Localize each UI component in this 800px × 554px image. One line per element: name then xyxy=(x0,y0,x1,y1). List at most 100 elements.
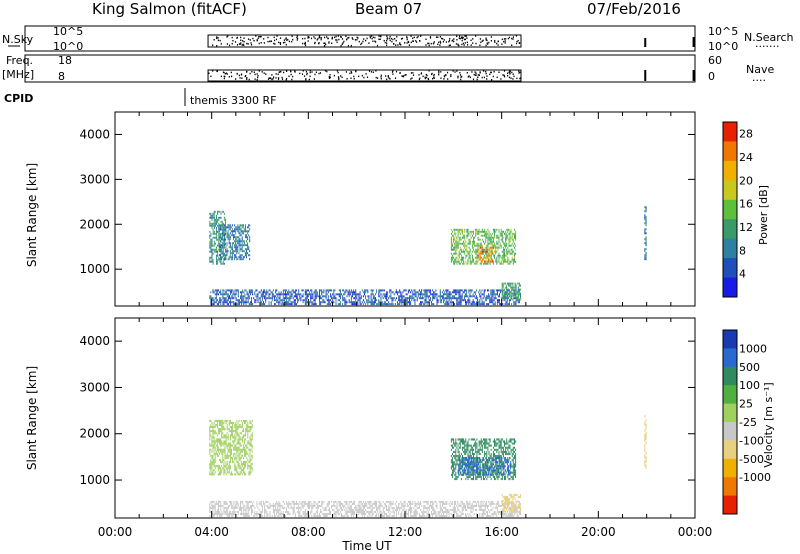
echo-cell xyxy=(474,293,476,296)
echo-cell xyxy=(440,506,442,509)
echo-cell xyxy=(239,256,241,259)
echo-cell xyxy=(311,297,313,300)
echo-cell xyxy=(452,291,454,294)
echo-cell xyxy=(220,430,222,433)
echo-cell xyxy=(349,504,351,507)
echo-cell xyxy=(429,297,431,300)
echo-cell xyxy=(370,295,372,298)
echo-cell xyxy=(476,260,478,263)
echo-cell xyxy=(209,438,211,441)
echo-cell xyxy=(219,513,221,515)
echo-cell xyxy=(289,303,291,306)
echo-cell xyxy=(459,301,461,304)
echo-cell xyxy=(391,301,393,304)
echo-cell xyxy=(300,299,302,302)
echo-cell xyxy=(478,457,480,460)
echo-cell xyxy=(224,513,226,515)
echo-cell xyxy=(471,230,473,233)
echo-cell xyxy=(267,504,269,507)
echo-cell xyxy=(473,504,475,507)
echo-cell xyxy=(515,230,517,233)
echo-cell xyxy=(505,238,507,241)
echo-cell xyxy=(436,506,438,509)
echo-cell xyxy=(514,294,516,297)
echo-cell xyxy=(388,511,390,513)
echo-cell xyxy=(315,303,317,306)
echo-cell xyxy=(335,506,337,509)
echo-cell xyxy=(410,295,412,298)
echo-cell xyxy=(467,513,469,515)
echo-cell xyxy=(502,256,504,259)
echo-cell xyxy=(247,509,249,511)
echo-cell xyxy=(239,452,241,455)
echo-cell xyxy=(221,250,223,253)
echo-cell xyxy=(304,291,306,294)
echo-cell xyxy=(443,515,445,517)
echo-cell xyxy=(212,212,214,215)
echo-cell xyxy=(517,511,519,513)
echo-cell xyxy=(230,256,232,259)
echo-cell xyxy=(512,294,514,297)
echo-cell xyxy=(276,301,278,304)
echo-cell xyxy=(280,513,282,515)
echo-cell xyxy=(220,248,222,251)
echo-cell xyxy=(230,502,232,505)
echo-cell xyxy=(393,515,395,517)
echo-cell xyxy=(243,463,244,466)
echo-cell xyxy=(474,444,476,447)
echo-cell xyxy=(246,452,248,455)
echo-cell xyxy=(375,502,376,505)
echo-cell xyxy=(288,301,290,304)
echo-cell xyxy=(456,242,458,245)
echo-cell xyxy=(229,456,231,459)
echo-cell xyxy=(221,248,223,251)
echo-cell xyxy=(475,234,477,237)
echo-cell xyxy=(483,248,485,251)
echo-cell xyxy=(219,438,220,441)
echo-cell xyxy=(220,252,222,255)
echo-cell xyxy=(467,475,469,478)
echo-cell xyxy=(260,293,262,296)
echo-cell xyxy=(496,502,498,505)
echo-cell xyxy=(490,254,492,257)
echo-cell xyxy=(209,258,211,261)
freq-trace xyxy=(207,69,695,82)
echo-cell xyxy=(370,303,372,306)
echo-cell xyxy=(241,258,243,261)
echo-cell xyxy=(240,454,242,457)
echo-cell xyxy=(220,450,222,453)
echo-cell xyxy=(480,303,482,306)
echo-cell xyxy=(502,502,504,505)
echo-cell xyxy=(227,234,229,237)
echo-cell xyxy=(225,256,227,259)
echo-cell xyxy=(480,256,482,259)
echo-cell xyxy=(497,289,499,292)
echo-cell xyxy=(237,438,239,441)
echo-cell xyxy=(368,511,370,513)
echo-cell xyxy=(425,291,427,294)
echo-cell xyxy=(423,293,425,296)
echo-cell xyxy=(485,469,487,472)
echo-cell xyxy=(457,450,459,453)
echo-cell xyxy=(243,301,245,304)
echo-cell xyxy=(210,234,212,237)
echo-cell xyxy=(470,236,472,239)
echo-cell xyxy=(226,234,228,237)
echo-cell xyxy=(225,224,226,227)
echo-cell xyxy=(473,438,474,441)
echo-cell xyxy=(235,293,237,296)
echo-cell xyxy=(511,504,513,507)
echo-cell xyxy=(248,289,250,292)
echo-cell xyxy=(515,238,517,241)
echo-cell xyxy=(243,469,244,472)
echo-cell xyxy=(362,500,364,503)
echo-cell xyxy=(510,506,511,509)
echo-cell xyxy=(269,289,271,292)
echo-cell xyxy=(216,254,217,257)
echo-cell xyxy=(220,301,222,304)
echo-cell xyxy=(499,242,501,245)
echo-cell xyxy=(250,444,252,447)
echo-cell xyxy=(502,513,504,515)
echo-cell xyxy=(213,440,215,443)
echo-cell xyxy=(413,513,415,515)
